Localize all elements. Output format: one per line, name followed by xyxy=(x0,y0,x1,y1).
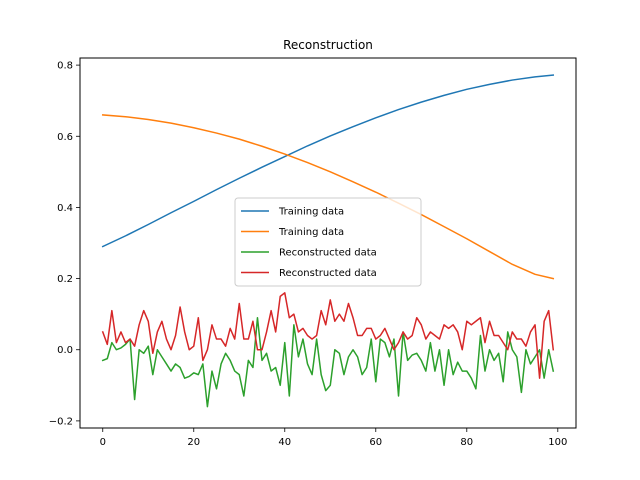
series-line-1 xyxy=(101,114,555,280)
y-tick-label: 0.6 xyxy=(57,132,73,143)
legend-label-2: Reconstructed data xyxy=(279,248,377,259)
x-axis: 0 20 40 60 80 100 xyxy=(100,428,567,448)
series-layer xyxy=(101,74,555,408)
y-tick-label: 0.4 xyxy=(57,203,73,214)
x-tick-label: 40 xyxy=(278,437,291,448)
series-line-0 xyxy=(101,74,555,248)
x-tick-label: 60 xyxy=(369,437,382,448)
legend-label-0: Training data xyxy=(278,207,344,218)
series-line-3 xyxy=(101,292,555,379)
legend-label-3: Reconstructed data xyxy=(279,268,377,279)
series-line-2 xyxy=(101,316,555,408)
x-tick-label: 20 xyxy=(187,437,200,448)
legend-box xyxy=(234,197,422,287)
y-tick-label: −0.2 xyxy=(49,416,73,427)
legend: Training data Training data Reconstructed … xyxy=(234,197,422,287)
chart-title: Reconstruction xyxy=(283,38,373,52)
x-tick-label: 80 xyxy=(460,437,473,448)
y-axis: −0.2 0.0 0.2 0.4 0.6 0.8 xyxy=(49,61,80,427)
x-tick-label: 0 xyxy=(100,437,106,448)
plot-frame xyxy=(79,57,577,429)
x-tick-label: 100 xyxy=(548,437,567,448)
legend-label-1: Training data xyxy=(278,227,344,238)
y-tick-label: 0.8 xyxy=(57,61,73,72)
y-tick-label: 0.2 xyxy=(57,274,73,285)
y-tick-label: 0.0 xyxy=(57,345,73,356)
